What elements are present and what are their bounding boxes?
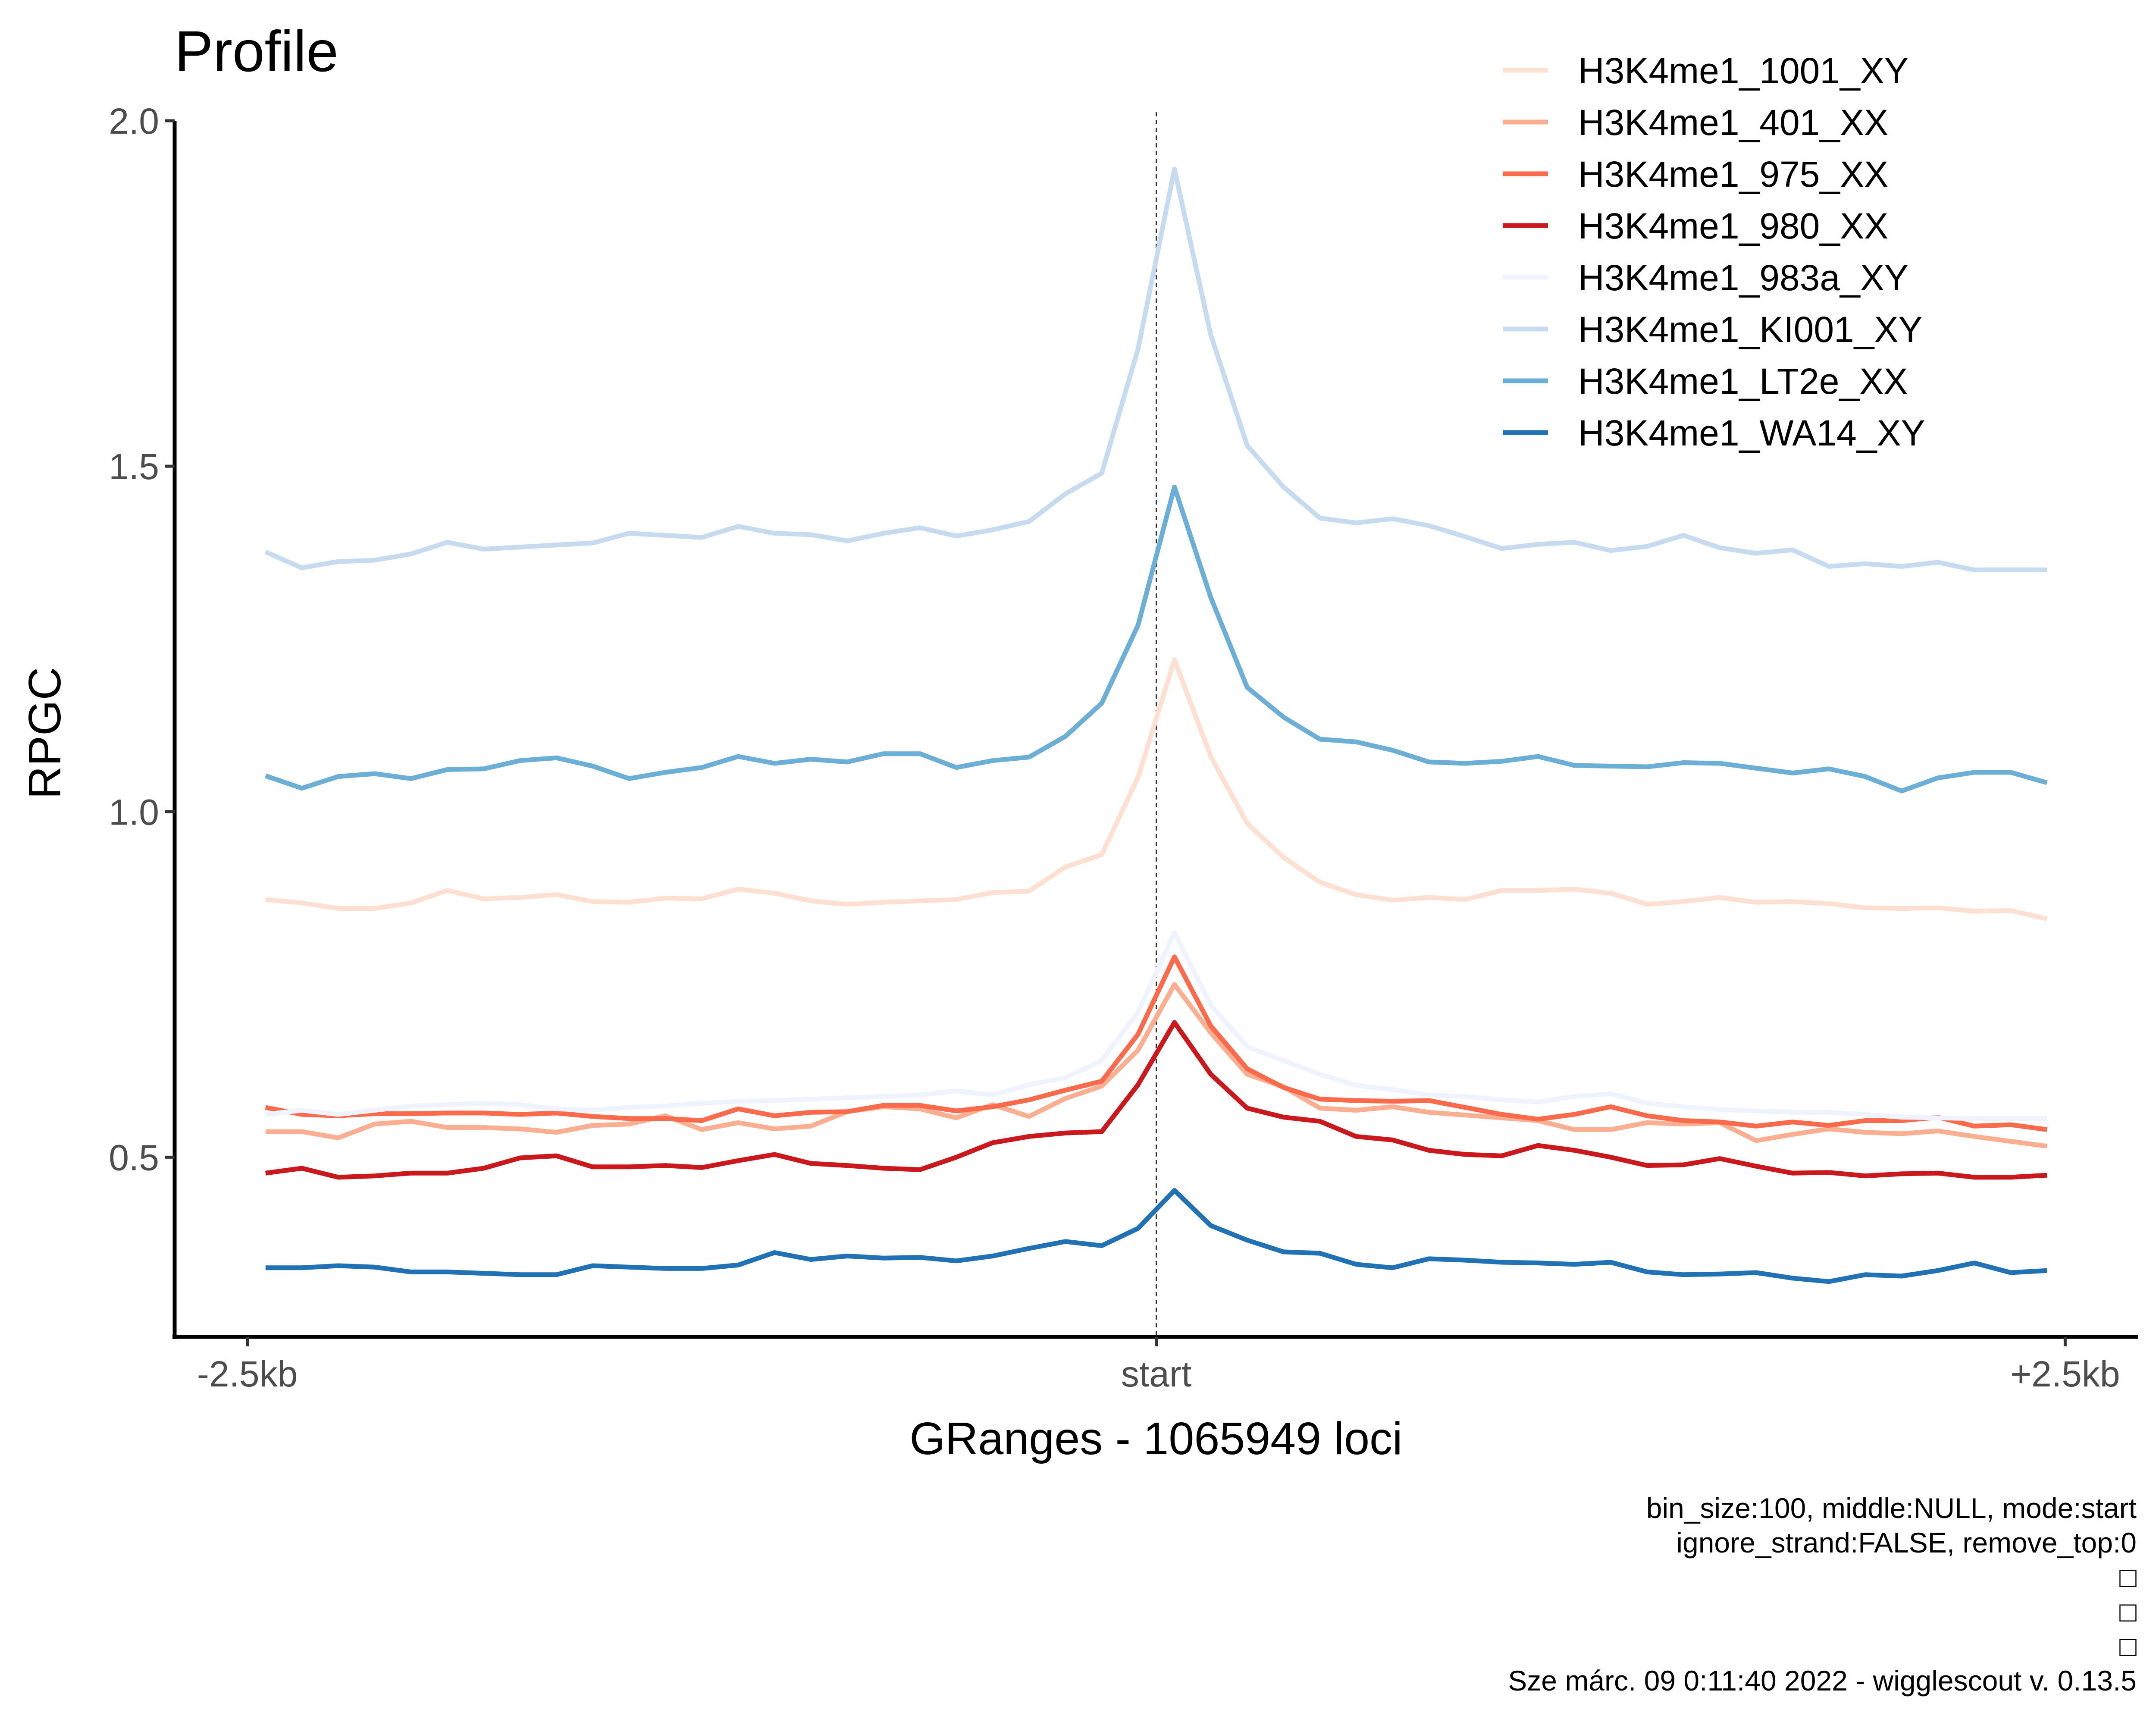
x-axis-title: GRanges - 1065949 loci <box>909 1413 1402 1464</box>
y-tick-label: 2.0 <box>109 101 159 141</box>
series-line-2 <box>265 982 2047 1149</box>
series-line-6 <box>264 166 2047 572</box>
caption-line: □ <box>2119 1630 2137 1662</box>
caption-line: Sze márc. 09 0:11:40 2022 - wigglescout … <box>1508 1665 2137 1697</box>
series-line-4 <box>265 1020 2047 1180</box>
series-line-3 <box>265 954 2047 1132</box>
legend-label-8: H3K4me1_WA14_XY <box>1578 413 1925 453</box>
series-line-8 <box>265 1188 2047 1284</box>
legend-label-2: H3K4me1_401_XX <box>1578 102 1888 143</box>
series-line-5 <box>265 930 2047 1121</box>
series-line-1 <box>265 657 2048 921</box>
y-tick-label: 1.0 <box>109 792 159 832</box>
legend-label-5: H3K4me1_983a_XY <box>1578 257 1908 298</box>
y-tick-label: 1.5 <box>109 446 159 487</box>
y-tick-label: 0.5 <box>109 1137 159 1178</box>
x-tick-label: +2.5kb <box>2010 1354 2120 1394</box>
x-tick-label: start <box>1121 1354 1191 1394</box>
caption-line: bin_size:100, middle:NULL, mode:start <box>1646 1492 2137 1524</box>
caption-line: □ <box>2119 1596 2137 1628</box>
legend-label-4: H3K4me1_980_XX <box>1578 206 1888 246</box>
y-axis-ticks: 0.5 1.0 1.5 2.0 <box>109 101 175 1178</box>
caption-line: ignore_strand:FALSE, remove_top:0 <box>1676 1527 2137 1559</box>
legend-label-7: H3K4me1_LT2e_XX <box>1578 361 1908 401</box>
y-axis-title: RPGC <box>19 667 70 799</box>
plot-lines <box>264 112 2048 1337</box>
x-axis-ticks: -2.5kb start +2.5kb <box>197 1337 2120 1394</box>
legend: H3K4me1_1001_XY H3K4me1_401_XX H3K4me1_975… <box>1503 50 1925 453</box>
legend-label-6: H3K4me1_KI001_XY <box>1578 309 1923 350</box>
legend-label-1: H3K4me1_1001_XY <box>1578 50 1908 91</box>
chart-title: Profile <box>175 19 338 84</box>
x-tick-label: -2.5kb <box>197 1354 298 1394</box>
legend-label-3: H3K4me1_975_XX <box>1578 154 1888 194</box>
series-line-7 <box>265 484 2048 794</box>
caption-line: □ <box>2119 1561 2137 1593</box>
caption: bin_size:100, middle:NULL, mode:startign… <box>1508 1492 2137 1697</box>
